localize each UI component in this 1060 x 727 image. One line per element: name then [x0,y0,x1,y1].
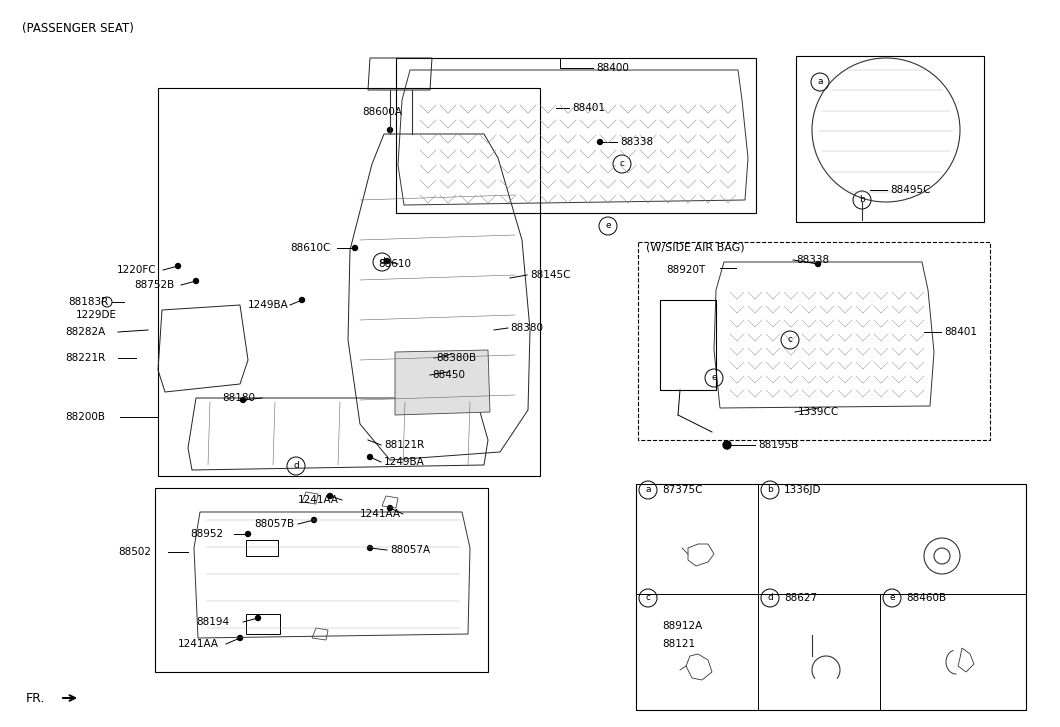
Circle shape [300,297,304,302]
Circle shape [723,441,731,449]
Text: 1339CC: 1339CC [798,407,840,417]
Circle shape [353,246,357,251]
Text: 1229DE: 1229DE [76,310,117,320]
Circle shape [176,263,180,268]
Bar [158,88,540,476]
Text: 1336JD: 1336JD [784,485,822,495]
Text: 1249BA: 1249BA [248,300,288,310]
Bar [155,488,488,672]
Bar [246,540,278,556]
Text: 88610: 88610 [378,259,411,269]
Bar [396,58,756,213]
Bar [796,56,984,222]
Circle shape [241,398,246,403]
Text: 88952: 88952 [190,529,223,539]
Circle shape [237,635,243,640]
Text: 88401: 88401 [944,327,977,337]
Circle shape [328,494,333,499]
Text: 88401: 88401 [572,103,605,113]
Text: 1241AA: 1241AA [178,639,219,649]
Text: 88121: 88121 [662,639,695,649]
Text: 88450: 88450 [432,370,465,380]
Circle shape [445,369,450,374]
Polygon shape [395,350,490,415]
Text: 88380: 88380 [510,323,543,333]
Text: FR.: FR. [26,691,46,704]
Text: 1249BA: 1249BA [384,457,425,467]
Text: 88282A: 88282A [65,327,105,337]
Text: a: a [817,78,823,87]
Text: d: d [767,593,773,603]
Text: 88183R: 88183R [68,297,108,307]
Text: 88145C: 88145C [530,270,570,280]
Text: 88338: 88338 [620,137,653,147]
Text: (PASSENGER SEAT): (PASSENGER SEAT) [22,22,134,35]
Text: 1241AA: 1241AA [298,495,339,505]
Text: 88920T: 88920T [666,265,705,275]
Text: 88057A: 88057A [390,545,430,555]
Circle shape [246,531,250,537]
Text: 88121R: 88121R [384,440,424,450]
Text: 88180: 88180 [222,393,255,403]
Text: 88380B: 88380B [436,353,476,363]
Text: b: b [859,196,865,204]
Circle shape [385,259,389,263]
Circle shape [368,545,372,550]
Text: e: e [711,374,717,382]
Text: e: e [889,593,895,603]
Circle shape [368,454,372,459]
Text: 88600A: 88600A [363,107,402,117]
Circle shape [194,278,198,284]
Bar [636,484,1026,710]
Circle shape [815,262,820,267]
Text: 88610C: 88610C [290,243,331,253]
Text: 88627: 88627 [784,593,817,603]
Bar [638,242,990,440]
Text: 1241AA: 1241AA [360,509,401,519]
Bar [246,614,280,634]
Circle shape [598,140,602,145]
Circle shape [388,505,392,510]
Text: c: c [619,159,624,169]
Text: c: c [788,335,793,345]
Text: 88200B: 88200B [65,412,105,422]
Text: 88057B: 88057B [254,519,294,529]
Circle shape [255,616,261,621]
Text: a: a [646,486,651,494]
Bar [660,300,716,390]
Text: b: b [767,486,773,494]
Text: 88195B: 88195B [758,440,798,450]
Text: 88912A: 88912A [662,621,702,631]
Text: e: e [605,222,611,230]
Text: 1220FC: 1220FC [117,265,157,275]
Text: 88338: 88338 [796,255,829,265]
Text: d: d [294,462,299,470]
Text: 88460B: 88460B [906,593,947,603]
Text: 88502: 88502 [118,547,151,557]
Text: 88221R: 88221R [65,353,105,363]
Circle shape [388,127,392,132]
Text: 88752B: 88752B [134,280,174,290]
Circle shape [312,518,317,523]
Text: d: d [379,257,385,267]
Text: 87375C: 87375C [662,485,703,495]
Text: 88400: 88400 [596,63,629,73]
Circle shape [449,351,455,356]
Text: 88495C: 88495C [890,185,931,195]
Text: c: c [646,593,651,603]
Text: 88194: 88194 [196,617,229,627]
Text: (W/SIDE AIR BAG): (W/SIDE AIR BAG) [646,243,744,253]
